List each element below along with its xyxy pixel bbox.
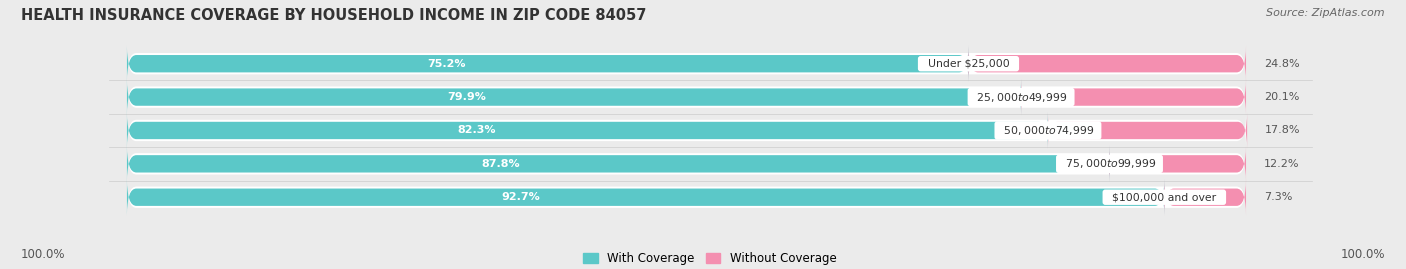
Text: 92.7%: 92.7% (502, 192, 540, 202)
FancyBboxPatch shape (127, 48, 1246, 80)
Legend: With Coverage, Without Coverage: With Coverage, Without Coverage (583, 252, 837, 265)
Text: HEALTH INSURANCE COVERAGE BY HOUSEHOLD INCOME IN ZIP CODE 84057: HEALTH INSURANCE COVERAGE BY HOUSEHOLD I… (21, 8, 647, 23)
Text: 12.2%: 12.2% (1264, 159, 1299, 169)
Text: 100.0%: 100.0% (1340, 248, 1385, 261)
Text: 7.3%: 7.3% (1264, 192, 1292, 202)
FancyBboxPatch shape (127, 179, 1164, 215)
Text: 24.8%: 24.8% (1264, 59, 1299, 69)
Text: 100.0%: 100.0% (21, 248, 66, 261)
FancyBboxPatch shape (1109, 146, 1246, 182)
Text: $25,000 to $49,999: $25,000 to $49,999 (970, 91, 1071, 104)
FancyBboxPatch shape (127, 112, 1047, 148)
FancyBboxPatch shape (1021, 79, 1246, 115)
FancyBboxPatch shape (127, 181, 1246, 213)
FancyBboxPatch shape (127, 114, 1246, 147)
Text: 17.8%: 17.8% (1265, 125, 1301, 136)
Text: Source: ZipAtlas.com: Source: ZipAtlas.com (1267, 8, 1385, 18)
Text: 82.3%: 82.3% (458, 125, 496, 136)
FancyBboxPatch shape (127, 79, 1021, 115)
Text: $100,000 and over: $100,000 and over (1105, 192, 1223, 202)
FancyBboxPatch shape (1047, 112, 1247, 148)
FancyBboxPatch shape (127, 81, 1246, 113)
Text: Under $25,000: Under $25,000 (921, 59, 1017, 69)
FancyBboxPatch shape (127, 46, 969, 82)
FancyBboxPatch shape (1164, 179, 1246, 215)
FancyBboxPatch shape (127, 148, 1246, 180)
Text: 20.1%: 20.1% (1264, 92, 1299, 102)
FancyBboxPatch shape (969, 46, 1246, 82)
Text: 87.8%: 87.8% (481, 159, 520, 169)
Text: $50,000 to $74,999: $50,000 to $74,999 (997, 124, 1098, 137)
Text: 79.9%: 79.9% (447, 92, 486, 102)
Text: $75,000 to $99,999: $75,000 to $99,999 (1059, 157, 1160, 170)
FancyBboxPatch shape (127, 146, 1109, 182)
Text: 75.2%: 75.2% (427, 59, 465, 69)
